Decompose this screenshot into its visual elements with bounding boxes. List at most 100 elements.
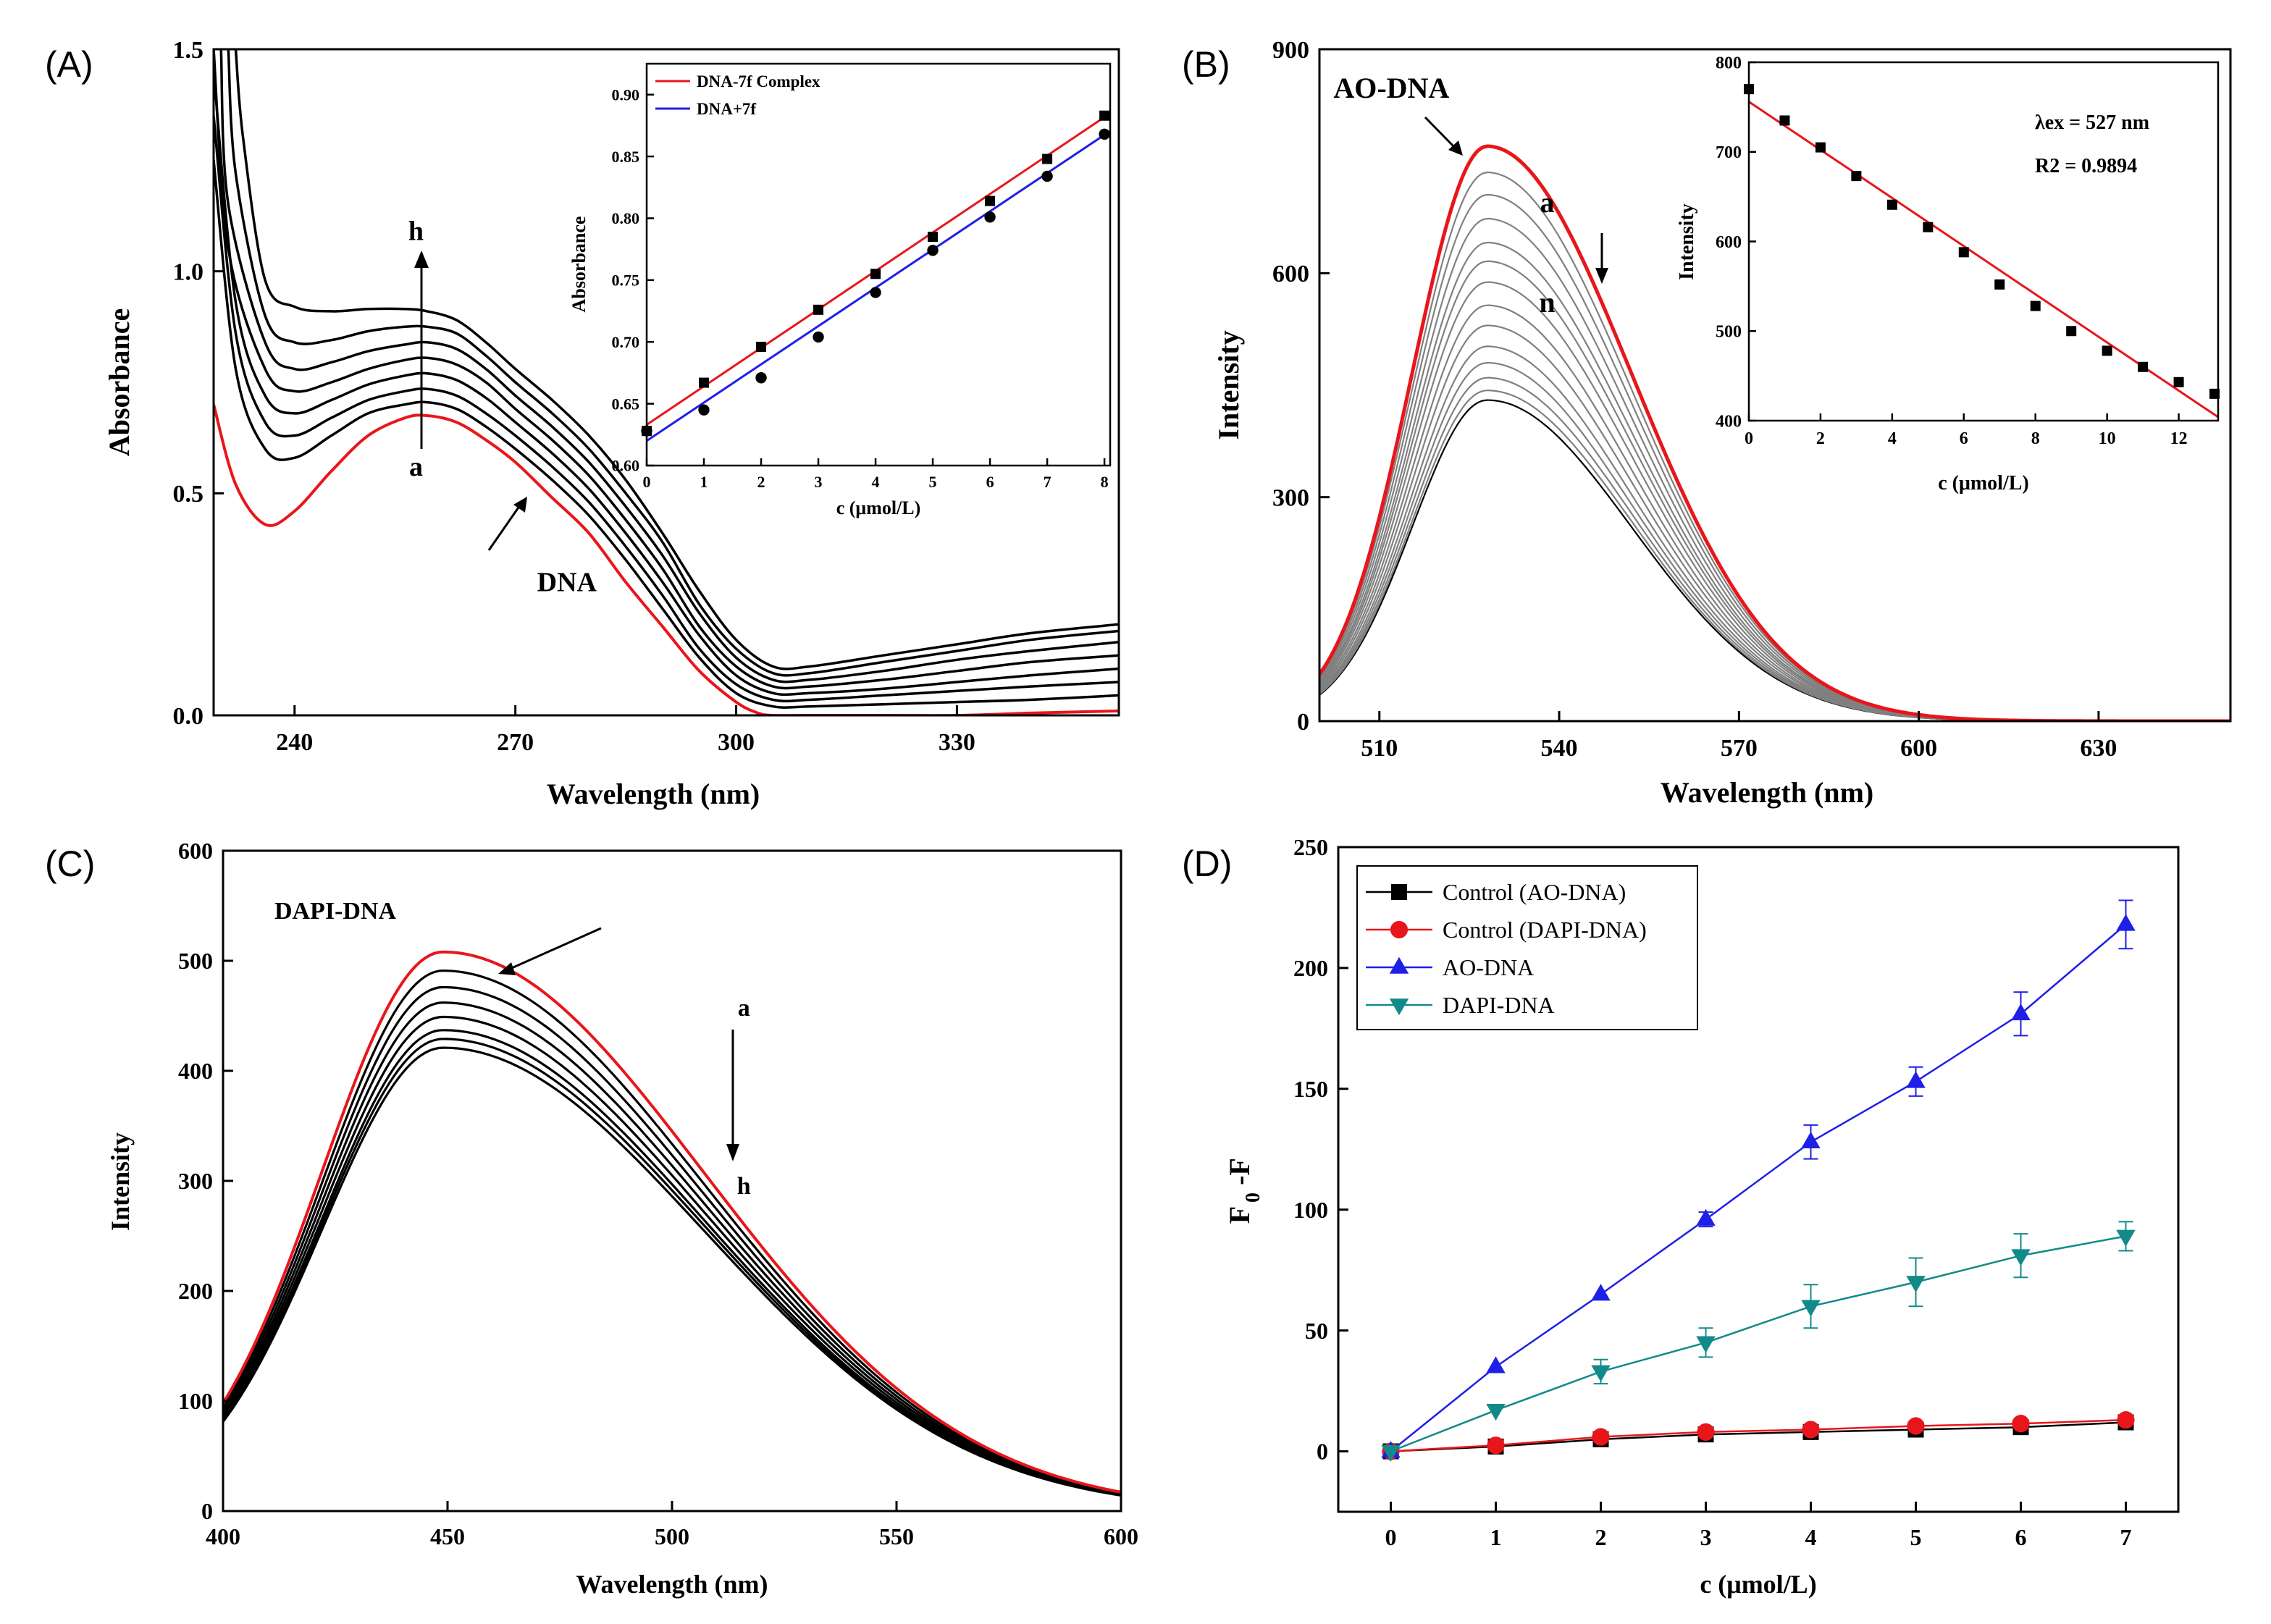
panel-label-d: (D) bbox=[1182, 843, 1232, 884]
data-point-triangle-up bbox=[1696, 1208, 1716, 1226]
y-tick-label: 900 bbox=[1272, 37, 1309, 64]
y-tick-label: 200 bbox=[1293, 955, 1328, 981]
series-line-quenched bbox=[222, 969, 1122, 1494]
data-point-square bbox=[756, 342, 767, 353]
panel-c: 400 450 500 550 600 0 100 200 300 400 500 600 Wavel… bbox=[106, 838, 1138, 1599]
x-tick-label: 300 bbox=[718, 729, 755, 756]
data-point-square bbox=[870, 269, 881, 279]
series-line-square bbox=[1390, 1421, 2126, 1452]
legend-text-triangle-down: DAPI-DNA bbox=[1443, 992, 1555, 1018]
y-tick-label: 0 bbox=[201, 1498, 213, 1524]
y-tick-label: 600 bbox=[1716, 233, 1742, 252]
panel-a-inset-legend: DNA-7f Complex DNA+7f bbox=[655, 72, 820, 118]
data-point-square bbox=[2173, 376, 2184, 387]
data-point-triangle-down bbox=[2011, 1249, 2031, 1266]
data-point-triangle-down bbox=[1696, 1336, 1716, 1353]
data-point-circle bbox=[1802, 1421, 1820, 1439]
x-tick-label: 270 bbox=[497, 729, 534, 756]
legend-text-circle: Control (DAPI-DNA) bbox=[1443, 917, 1647, 943]
x-tick-label: 400 bbox=[206, 1523, 240, 1549]
annotation-h: h bbox=[737, 1173, 751, 1200]
data-point-triangle-down bbox=[1801, 1300, 1821, 1317]
panel-b: 510 540 570 600 630 0 300 600 900 Wavelength (nm… bbox=[1212, 37, 2232, 809]
panel-c-dapi-dna-arrow bbox=[498, 927, 602, 975]
data-point-circle bbox=[984, 211, 996, 223]
panel-c-arrow-down bbox=[726, 1030, 739, 1161]
data-point-circle bbox=[1041, 170, 1053, 182]
series-line-circle bbox=[1390, 1418, 2126, 1452]
data-point-circle bbox=[2012, 1415, 2030, 1433]
x-tick-label: 0 bbox=[643, 473, 651, 491]
annotation-n: n bbox=[1539, 286, 1555, 319]
data-point-square bbox=[2209, 388, 2220, 399]
x-tick-label: 3 bbox=[1700, 1524, 1712, 1550]
legend-marker-circle bbox=[1390, 920, 1409, 939]
data-point-circle bbox=[870, 287, 881, 298]
y-tick-label: 400 bbox=[1716, 412, 1742, 431]
x-tick-label: 2 bbox=[757, 473, 765, 491]
panel-c-y-axis-label: Intensity bbox=[106, 1132, 135, 1231]
x-tick-label: 330 bbox=[939, 729, 975, 756]
x-tick-label: 7 bbox=[2120, 1524, 2132, 1550]
panel-d-plot-area: 0 1 2 3 4 5 6 7 0 50 100 150 200 250 bbox=[1293, 834, 2136, 1550]
panel-b-ao-dna-arrow bbox=[1424, 116, 1463, 156]
panel-c-plot-area: 400 450 500 550 600 0 100 200 300 400 500 600 bbox=[178, 838, 1138, 1549]
panel-d-legend: Control (AO-DNA) Control (DAPI-DNA) AO-DNA… bbox=[1356, 865, 1698, 1030]
series-line-triangle-up bbox=[1390, 923, 2127, 1452]
data-point-triangle-up bbox=[2116, 914, 2136, 931]
y-tick-label: 500 bbox=[178, 948, 213, 974]
series-line-g bbox=[227, 49, 1119, 677]
y-tick-label: 700 bbox=[1716, 143, 1742, 162]
panel-label-b: (B) bbox=[1182, 44, 1230, 85]
data-point-circle bbox=[1697, 1423, 1715, 1441]
data-point-circle bbox=[1099, 128, 1110, 140]
panel-d-x-axis-label: c (μmol/L) bbox=[1700, 1570, 1816, 1599]
data-point-circle bbox=[927, 245, 939, 256]
data-point-triangle-down bbox=[1381, 1444, 1401, 1462]
data-point-square bbox=[928, 232, 939, 243]
y-tick-label: 1.0 bbox=[173, 259, 204, 286]
panel-d-y-axis-label: F 0 -F bbox=[1223, 1158, 1264, 1224]
x-tick-label: 4 bbox=[1888, 429, 1897, 448]
panel-c-annotations: DAPI-DNA a h bbox=[274, 898, 751, 1200]
data-point-circle bbox=[2117, 1411, 2135, 1429]
legend-marker-triangle-up bbox=[1389, 956, 1409, 974]
panel-c-x-axis-label: Wavelength (nm) bbox=[576, 1570, 768, 1599]
data-point-triangle-up bbox=[1486, 1356, 1506, 1373]
data-point-square bbox=[1099, 110, 1110, 121]
x-tick-label: 450 bbox=[430, 1523, 465, 1549]
x-tick-label: 570 bbox=[1721, 735, 1758, 762]
x-tick-label: 500 bbox=[655, 1523, 689, 1549]
panel-a-series bbox=[214, 49, 1119, 715]
x-tick-label: 4 bbox=[1805, 1524, 1817, 1550]
panel-d-frame bbox=[1337, 846, 2180, 1513]
y-tick-label: 0.85 bbox=[612, 148, 640, 166]
data-point-circle bbox=[813, 331, 824, 343]
svg-text:F: F bbox=[1223, 1206, 1256, 1224]
panel-a-inset: 0 1 2 3 4 5 6 7 8 0.60 0.65 0.70 0.75 0.80 0.85 0.90 c … bbox=[568, 62, 1112, 518]
y-tick-label: 100 bbox=[178, 1388, 213, 1414]
panel-c-frame bbox=[222, 849, 1122, 1512]
data-point-triangle-down bbox=[2116, 1229, 2136, 1247]
series-line-c bbox=[214, 115, 1119, 703]
panel-a-dna-arrow bbox=[487, 497, 527, 551]
panel-b-inset-lambda-label: λex = 527 nm bbox=[2035, 112, 2149, 134]
panel-label-c: (C) bbox=[45, 843, 95, 884]
x-tick-label: 4 bbox=[872, 473, 880, 491]
series-line-quenched bbox=[222, 1001, 1122, 1495]
svg-text:0: 0 bbox=[1242, 1192, 1264, 1203]
panel-d: 0 1 2 3 4 5 6 7 0 50 100 150 200 250 c (μmol/L) F 0 -… bbox=[1223, 834, 2180, 1599]
y-tick-label: 0.0 bbox=[173, 703, 204, 730]
panel-b-inset: 0 2 4 6 8 10 12 400 500 600 700 800 c (μmol/L) Inte… bbox=[1676, 54, 2220, 495]
panel-d-legend-box bbox=[1356, 865, 1698, 1030]
series-line-quenched bbox=[222, 985, 1122, 1495]
panel-a-x-axis-label: Wavelength (nm) bbox=[547, 778, 760, 810]
panel-a-y-axis-label: Absorbance bbox=[103, 308, 135, 456]
annotation-dna: DNA bbox=[537, 567, 597, 597]
series-line-triangle-down bbox=[1390, 1235, 2126, 1452]
panel-a-inset-plot-area: 0 1 2 3 4 5 6 7 8 0.60 0.65 0.70 0.75 0.80 0.85 0.90 bbox=[612, 85, 1110, 491]
legend-marker-triangle-down bbox=[1389, 998, 1409, 1016]
